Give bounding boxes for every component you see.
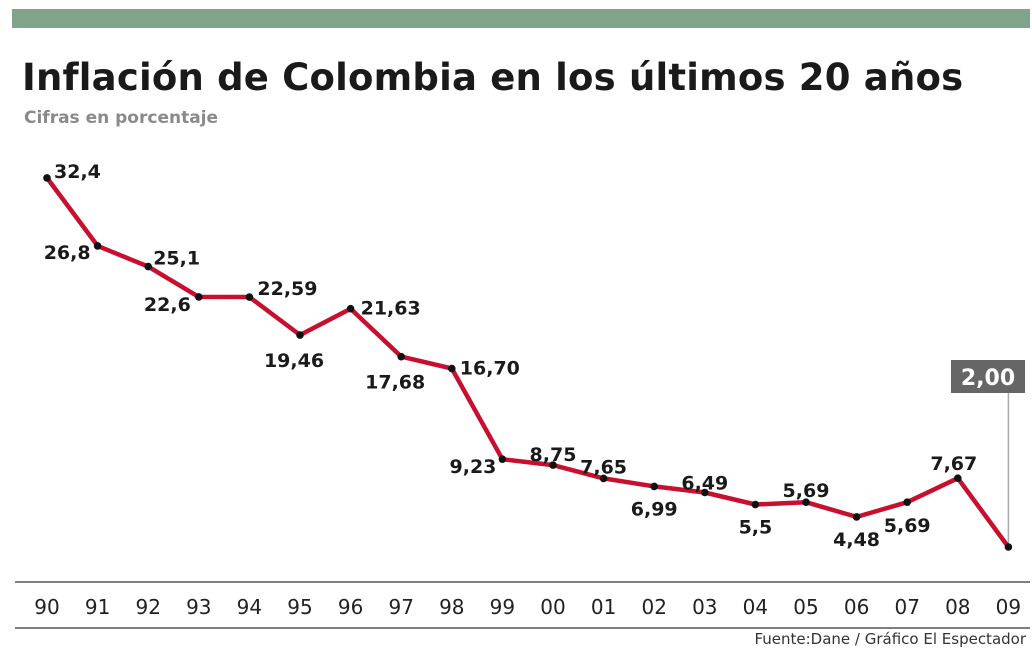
data-label-02: 6,99 bbox=[631, 498, 678, 520]
x-tick-label-90: 90 bbox=[34, 595, 59, 619]
data-point-04 bbox=[751, 500, 760, 509]
data-point-00 bbox=[549, 461, 557, 469]
data-point-92 bbox=[144, 262, 152, 271]
x-tick-label-00: 00 bbox=[540, 595, 565, 619]
x-tick-label-07: 07 bbox=[894, 595, 919, 619]
chart-subtitle: Cifras en porcentaje bbox=[24, 108, 219, 128]
data-label-03: 6,49 bbox=[681, 472, 728, 494]
data-point-97 bbox=[397, 352, 406, 361]
series-line bbox=[44, 175, 1011, 550]
data-label-08: 7,67 bbox=[930, 453, 977, 475]
data-point-02 bbox=[650, 482, 658, 491]
x-tick-label-05: 05 bbox=[793, 595, 818, 619]
x-tick-label-01: 01 bbox=[591, 595, 616, 619]
x-tick-label-03: 03 bbox=[692, 595, 717, 619]
data-label-99: 9,23 bbox=[450, 456, 497, 478]
x-tick-label-92: 92 bbox=[135, 595, 160, 619]
highlight-label-text: 2,00 bbox=[961, 366, 1015, 391]
data-point-08 bbox=[954, 474, 962, 482]
top-color-bar bbox=[12, 9, 1030, 28]
data-point-95 bbox=[296, 331, 304, 339]
data-label-92: 25,1 bbox=[153, 248, 200, 270]
data-label-07: 5,69 bbox=[884, 515, 931, 537]
x-tick-label-09: 09 bbox=[996, 595, 1021, 619]
data-point-09 bbox=[1004, 543, 1013, 551]
data-point-94 bbox=[245, 293, 254, 301]
data-point-01 bbox=[599, 474, 608, 483]
x-tick-label-99: 99 bbox=[490, 595, 515, 619]
x-tick-label-97: 97 bbox=[388, 595, 413, 619]
x-tick-label-94: 94 bbox=[237, 595, 262, 619]
data-point-07 bbox=[903, 498, 911, 507]
data-label-94: 22,59 bbox=[257, 278, 317, 300]
x-tick-label-93: 93 bbox=[186, 595, 211, 619]
x-tick-label-91: 91 bbox=[85, 595, 110, 619]
data-label-04: 5,5 bbox=[739, 517, 773, 539]
data-label-96: 21,63 bbox=[361, 298, 421, 320]
data-point-06 bbox=[852, 513, 861, 521]
data-label-97: 17,68 bbox=[365, 372, 425, 394]
data-point-96 bbox=[346, 304, 355, 313]
data-label-91: 26,8 bbox=[44, 242, 91, 264]
x-tick-label-96: 96 bbox=[338, 595, 363, 619]
data-point-99 bbox=[498, 455, 507, 464]
x-tick-label-02: 02 bbox=[641, 595, 666, 619]
chart-title: Inflación de Colombia en los últimos 20 … bbox=[22, 56, 964, 99]
data-label-01: 7,65 bbox=[580, 456, 627, 478]
data-point-93 bbox=[195, 293, 203, 301]
data-label-93: 22,6 bbox=[144, 294, 191, 316]
data-point-03 bbox=[701, 488, 709, 497]
data-point-98 bbox=[448, 364, 456, 373]
data-label-00: 8,75 bbox=[530, 444, 577, 466]
data-label-90: 32,4 bbox=[54, 161, 101, 183]
x-tick-label-98: 98 bbox=[439, 595, 464, 619]
x-tick-label-95: 95 bbox=[287, 595, 312, 619]
data-label-95: 19,46 bbox=[264, 350, 324, 372]
x-tick-label-06: 06 bbox=[844, 595, 869, 619]
x-tick-label-04: 04 bbox=[743, 595, 768, 619]
x-tick-label-08: 08 bbox=[945, 595, 970, 619]
data-point-90 bbox=[43, 174, 51, 182]
data-point-91 bbox=[93, 242, 102, 250]
highlight-label-box bbox=[951, 360, 1025, 393]
data-label-06: 4,48 bbox=[833, 529, 880, 551]
data-label-05: 5,69 bbox=[783, 480, 830, 502]
data-label-98: 16,70 bbox=[460, 358, 520, 380]
data-point-05 bbox=[802, 498, 810, 507]
source-credit: Fuente:Dane / Gráfico El Espectador bbox=[754, 630, 1026, 648]
